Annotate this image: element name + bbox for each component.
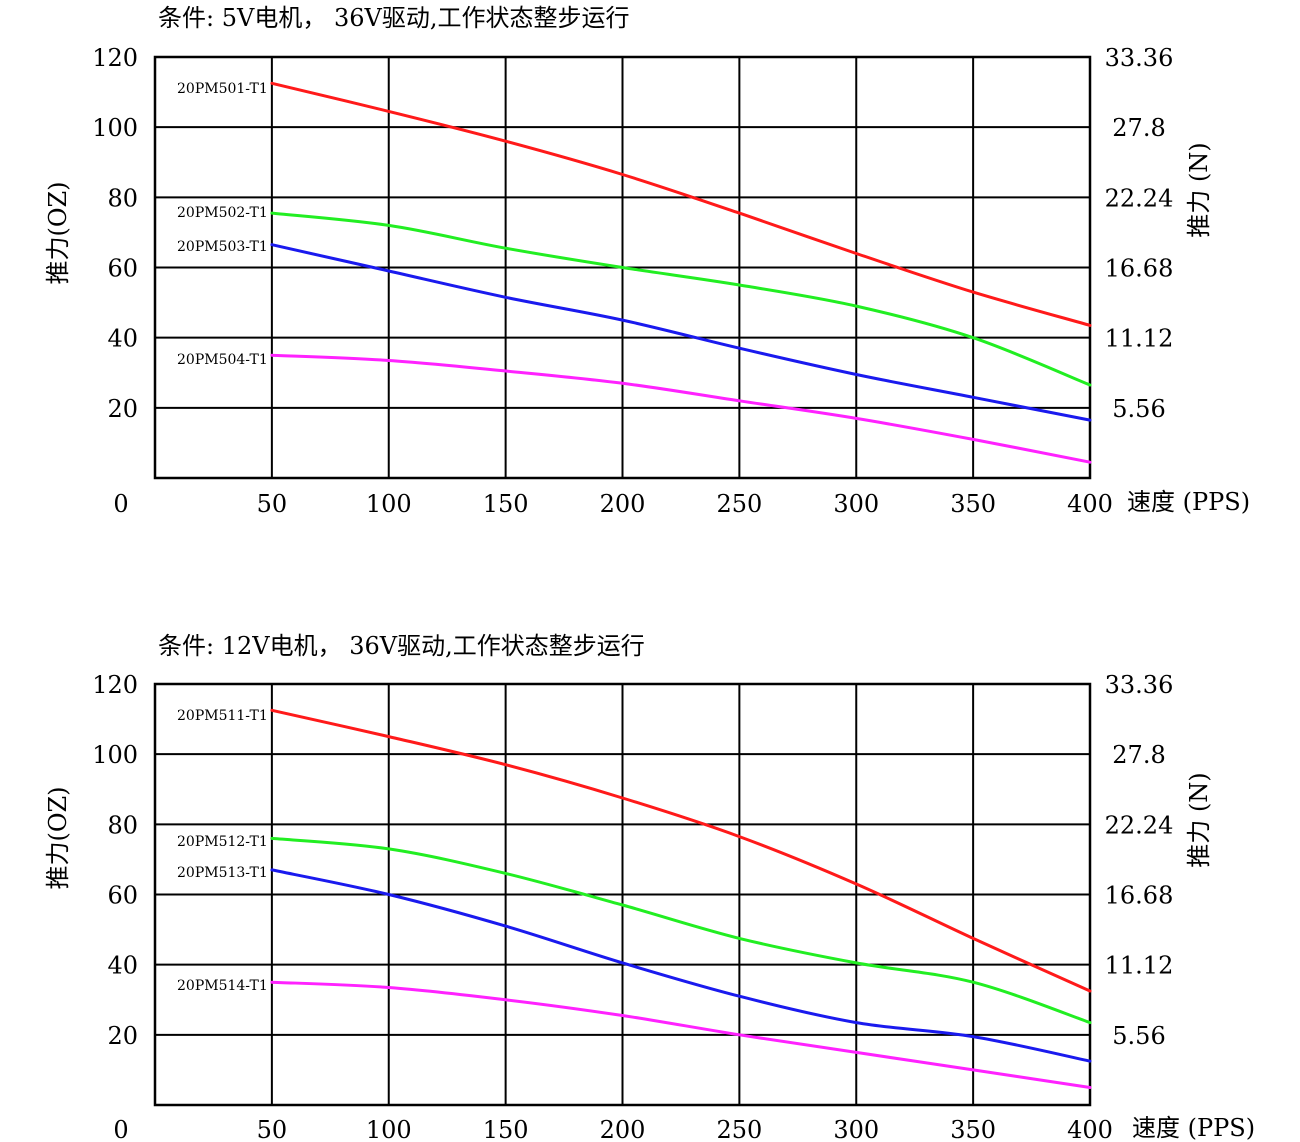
y-tick-label: 120 (92, 671, 138, 699)
series-line-20pm504-t1 (270, 353, 1092, 464)
series-lines (270, 81, 1092, 464)
chart-title: 条件: 5V电机， 36V驱动,工作状态整步运行 (158, 4, 629, 32)
series-label: 20PM511-T1 (177, 708, 268, 724)
x-tick-label: 300 (833, 490, 879, 518)
y-axis-left: 120 100 80 60 40 20 (92, 671, 138, 1050)
series-labels: 20PM501-T1 20PM502-T1 20PM503-T1 20PM504-T1 (177, 81, 268, 368)
series-line-20pm513-t1 (270, 868, 1092, 1063)
x-tick-label: 50 (257, 490, 288, 518)
series-label: 20PM501-T1 (177, 81, 268, 97)
x-tick-label: 100 (366, 1116, 412, 1142)
x-tick-label: 400 (1067, 1116, 1113, 1142)
y-axis-left: 120 100 80 60 40 20 (92, 44, 138, 423)
y-axis-label-right: 推力 (N) (1185, 142, 1213, 237)
y-axis-label-left: 推力(OZ) (44, 181, 72, 284)
y-axis-label-left: 推力(OZ) (44, 786, 72, 889)
series-line-20pm502-t1 (270, 211, 1092, 387)
series-line-20pm511-t1 (270, 708, 1092, 993)
y-tick-label: 80 (107, 184, 138, 212)
chart-panel-12v: 条件: 12V电机， 36V驱动,工作状态整步运行 120 100 80 60 40 20 3… (0, 571, 1300, 1142)
y-right-tick-label: 22.24 (1105, 811, 1174, 839)
y-right-tick-label: 27.8 (1112, 114, 1165, 142)
thrust-chart-5v: 条件: 5V电机， 36V驱动,工作状态整步运行 120 100 80 60 40 20 33… (44, 4, 1250, 518)
y-tick-label: 20 (107, 1022, 138, 1050)
y-right-tick-label: 11.12 (1105, 952, 1174, 980)
y-right-tick-label: 22.24 (1105, 184, 1174, 212)
thrust-chart-12v: 条件: 12V电机， 36V驱动,工作状态整步运行 120 100 80 60 40 20 3… (44, 632, 1255, 1142)
x-axis: 0 50 100 150 200 250 300 350 400 (113, 1116, 1113, 1142)
x-tick-label: 200 (600, 1116, 646, 1142)
x-axis-label: 速度 (PPS) (1132, 1114, 1255, 1142)
y-right-tick-label: 27.8 (1112, 741, 1165, 769)
series-label: 20PM504-T1 (177, 352, 268, 368)
y-tick-label: 100 (92, 741, 138, 769)
y-right-tick-label: 5.56 (1112, 395, 1165, 423)
y-tick-label: 120 (92, 44, 138, 72)
plot-frame (153, 55, 1092, 480)
y-right-tick-label: 33.36 (1105, 44, 1174, 72)
y-right-tick-label: 16.68 (1105, 882, 1174, 910)
grid-lines (155, 57, 1090, 478)
y-tick-label: 60 (107, 882, 138, 910)
y-axis-right: 33.36 27.8 22.24 16.68 11.12 5.56 (1105, 671, 1174, 1050)
series-lines (270, 708, 1092, 1089)
x-tick-label: 150 (483, 1116, 529, 1142)
series-line-20pm501-t1 (270, 81, 1092, 327)
y-tick-label: 20 (107, 395, 138, 423)
y-tick-label: 100 (92, 114, 138, 142)
x-tick-label: 300 (833, 1116, 879, 1142)
y-tick-label: 40 (107, 952, 138, 980)
y-tick-label: 80 (107, 811, 138, 839)
series-line-20pm512-t1 (270, 836, 1092, 1025)
y-right-tick-label: 5.56 (1112, 1022, 1165, 1050)
x-tick-label: 0 (113, 490, 128, 518)
series-label: 20PM503-T1 (177, 239, 268, 255)
y-right-tick-label: 11.12 (1105, 325, 1174, 353)
series-label: 20PM512-T1 (177, 834, 268, 850)
chart-title: 条件: 12V电机， 36V驱动,工作状态整步运行 (158, 632, 645, 660)
x-tick-label: 400 (1067, 490, 1113, 518)
chart-panel-5v: 条件: 5V电机， 36V驱动,工作状态整步运行 120 100 80 60 40 20 33… (44, 4, 1250, 518)
y-tick-label: 40 (107, 325, 138, 353)
y-right-tick-label: 16.68 (1105, 255, 1174, 283)
x-tick-label: 250 (716, 1116, 762, 1142)
series-labels: 20PM511-T1 20PM512-T1 20PM513-T1 20PM514-T1 (177, 708, 268, 994)
x-axis-label: 速度 (PPS) (1127, 488, 1250, 516)
y-tick-label: 60 (107, 255, 138, 283)
x-tick-label: 50 (257, 1116, 288, 1142)
x-tick-label: 150 (483, 490, 529, 518)
x-tick-label: 0 (113, 1116, 128, 1142)
series-line-20pm503-t1 (270, 243, 1092, 422)
plot-frame (153, 682, 1092, 1107)
series-label: 20PM502-T1 (177, 205, 268, 221)
grid-lines (155, 684, 1090, 1105)
y-axis-right: 33.36 27.8 22.24 16.68 11.12 5.56 (1105, 44, 1174, 423)
x-axis: 0 50 100 150 200 250 300 350 400 (113, 490, 1113, 518)
series-label: 20PM514-T1 (177, 978, 268, 994)
x-tick-label: 200 (600, 490, 646, 518)
y-right-tick-label: 33.36 (1105, 671, 1174, 699)
series-line-20pm514-t1 (270, 980, 1092, 1089)
x-tick-label: 250 (716, 490, 762, 518)
x-tick-label: 350 (950, 490, 996, 518)
series-label: 20PM513-T1 (177, 865, 268, 881)
y-axis-label-right: 推力 (N) (1185, 772, 1213, 867)
x-tick-label: 350 (950, 1116, 996, 1142)
x-tick-label: 100 (366, 490, 412, 518)
